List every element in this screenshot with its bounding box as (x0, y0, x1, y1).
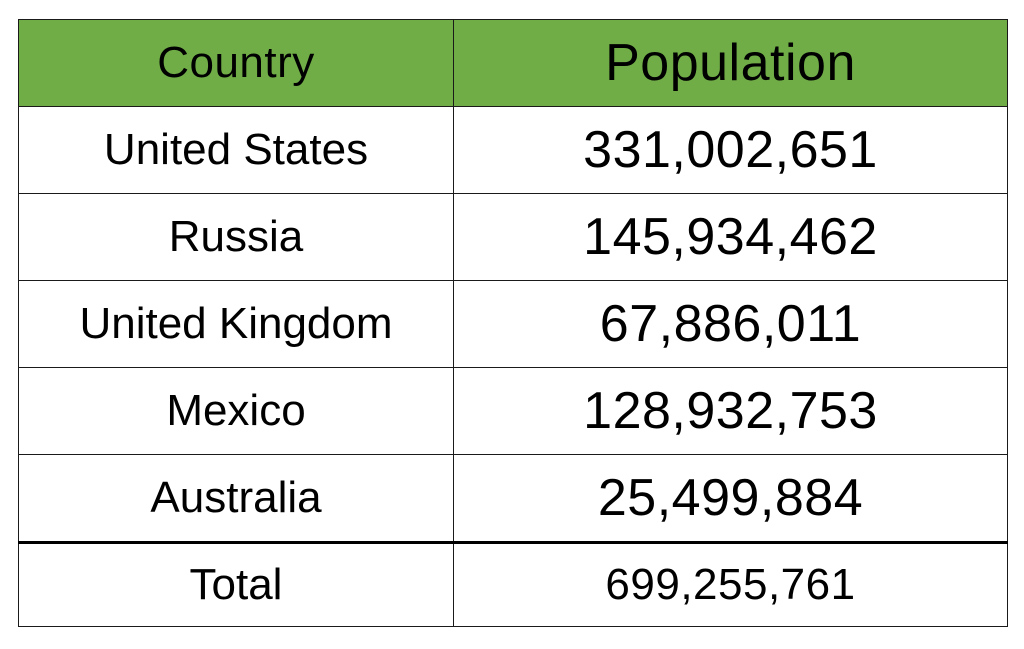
population-cell: 67,886,011 (453, 280, 1008, 368)
population-cell: 331,002,651 (453, 106, 1008, 194)
table-row: Australia 25,499,884 (18, 454, 1008, 543)
table-body: United States 331,002,651 Russia 145,934… (18, 106, 1008, 543)
country-cell: Mexico (18, 367, 454, 455)
header-row: Country Population (18, 19, 1008, 107)
table-header: Country Population (18, 19, 1008, 107)
table-row: United States 331,002,651 (18, 106, 1008, 194)
total-population: 699,255,761 (453, 541, 1008, 627)
population-table-container: Country Population United States 331,002… (18, 19, 1008, 627)
country-cell: Russia (18, 193, 454, 281)
population-cell: 25,499,884 (453, 454, 1008, 543)
table-row: Mexico 128,932,753 (18, 367, 1008, 455)
total-label: Total (18, 541, 454, 627)
column-header-population: Population (453, 19, 1008, 107)
country-cell: United States (18, 106, 454, 194)
population-cell: 128,932,753 (453, 367, 1008, 455)
table-row: United Kingdom 67,886,011 (18, 280, 1008, 368)
column-header-country: Country (18, 19, 454, 107)
table-footer: Total 699,255,761 (18, 541, 1008, 627)
country-cell: Australia (18, 454, 454, 543)
population-cell: 145,934,462 (453, 193, 1008, 281)
total-row: Total 699,255,761 (18, 541, 1008, 627)
country-cell: United Kingdom (18, 280, 454, 368)
population-table: Country Population United States 331,002… (18, 19, 1008, 627)
table-row: Russia 145,934,462 (18, 193, 1008, 281)
